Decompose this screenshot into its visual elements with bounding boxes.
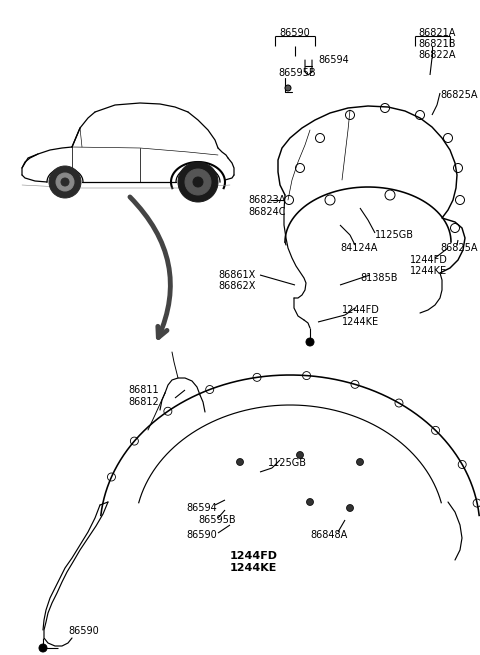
Text: 81385B: 81385B: [360, 273, 397, 283]
Text: 86824C: 86824C: [248, 207, 286, 217]
Circle shape: [178, 162, 218, 202]
Text: 86862X: 86862X: [218, 281, 255, 291]
Text: 1244FD: 1244FD: [230, 551, 278, 561]
Circle shape: [49, 166, 81, 198]
Text: 86590: 86590: [186, 530, 217, 540]
Text: 1125GB: 1125GB: [268, 458, 307, 468]
Text: 86823A: 86823A: [248, 195, 286, 205]
Circle shape: [357, 458, 363, 466]
Circle shape: [285, 85, 291, 91]
Circle shape: [306, 338, 314, 346]
Circle shape: [185, 169, 211, 195]
Circle shape: [307, 498, 313, 506]
Text: 1125GB: 1125GB: [375, 230, 414, 240]
Circle shape: [56, 173, 74, 191]
Text: 86811: 86811: [128, 385, 158, 395]
Circle shape: [237, 458, 243, 466]
Text: 86590: 86590: [68, 626, 99, 636]
Text: 86821A: 86821A: [418, 28, 456, 38]
Text: 84124A: 84124A: [340, 243, 377, 253]
Text: 1244KE: 1244KE: [410, 266, 447, 276]
Text: 86594: 86594: [318, 55, 349, 65]
Text: 86825A: 86825A: [440, 243, 478, 253]
Text: 86821B: 86821B: [418, 39, 456, 49]
Text: 86594: 86594: [186, 503, 217, 513]
Text: 1244FD: 1244FD: [410, 255, 448, 265]
Circle shape: [193, 177, 203, 187]
Text: 86812: 86812: [128, 397, 159, 407]
Text: 1244FD: 1244FD: [342, 305, 380, 315]
Text: 1244KE: 1244KE: [230, 563, 277, 573]
Text: 86590: 86590: [280, 28, 311, 38]
Circle shape: [347, 504, 353, 512]
Circle shape: [61, 178, 69, 186]
Text: 1244KE: 1244KE: [342, 317, 379, 327]
Circle shape: [39, 644, 47, 652]
Text: 86822A: 86822A: [418, 50, 456, 60]
Text: 86595B: 86595B: [198, 515, 236, 525]
Circle shape: [297, 451, 303, 458]
Text: 86861X: 86861X: [218, 270, 255, 280]
Text: 86595B: 86595B: [278, 68, 316, 78]
Text: 86848A: 86848A: [310, 530, 347, 540]
Text: 86825A: 86825A: [440, 90, 478, 100]
